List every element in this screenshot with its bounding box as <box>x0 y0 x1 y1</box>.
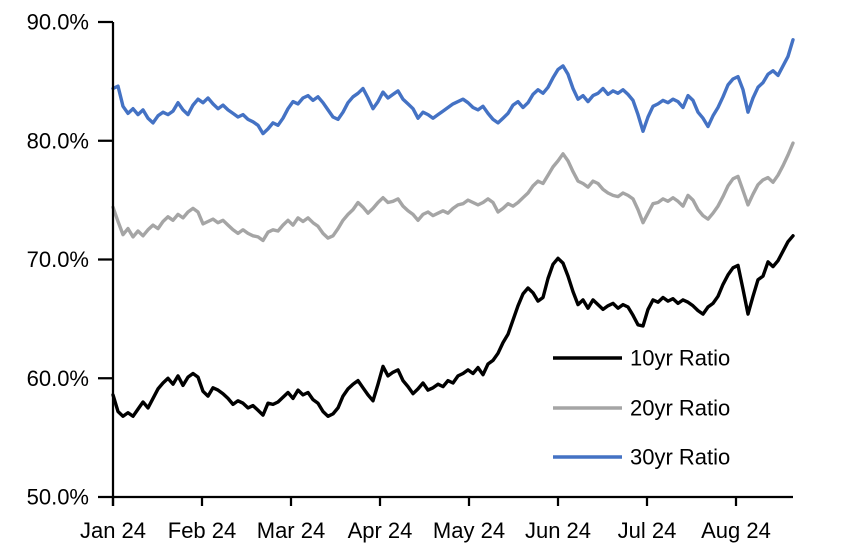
x-axis-label-apr: Apr 24 <box>348 518 413 543</box>
legend: 10yr Ratio 20yr Ratio 30yr Ratio <box>553 346 730 470</box>
series-line-30yr <box>111 38 795 136</box>
legend-label-30yr: 30yr Ratio <box>630 445 730 470</box>
x-axis-label-aug: Aug 24 <box>701 518 771 543</box>
series-lines <box>111 38 795 418</box>
legend-label-10yr: 10yr Ratio <box>630 346 730 371</box>
x-axis-label-jan: Jan 24 <box>80 518 146 543</box>
y-axis-label-90: 90.0% <box>27 10 89 35</box>
series-line-20yr <box>111 141 795 243</box>
y-axis-label-80: 80.0% <box>27 128 89 153</box>
y-axis-label-50: 50.0% <box>27 485 89 510</box>
x-axis-label-mar: Mar 24 <box>257 518 325 543</box>
axis-lines <box>111 22 793 506</box>
series-line-10yr <box>111 234 795 418</box>
x-axis-label-jun: Jun 24 <box>525 518 591 543</box>
x-axis-label-may: May 24 <box>433 518 505 543</box>
x-axis-label-jul: Jul 24 <box>618 518 677 543</box>
x-axis-label-feb: Feb 24 <box>168 518 237 543</box>
y-axis-label-70: 70.0% <box>27 247 89 272</box>
legend-label-20yr: 20yr Ratio <box>630 396 730 421</box>
y-axis-label-60: 60.0% <box>27 366 89 391</box>
axes: 90.0% 80.0% 70.0% 60.0% 50.0% Jan 24 Feb 24 Mar… <box>27 10 793 543</box>
